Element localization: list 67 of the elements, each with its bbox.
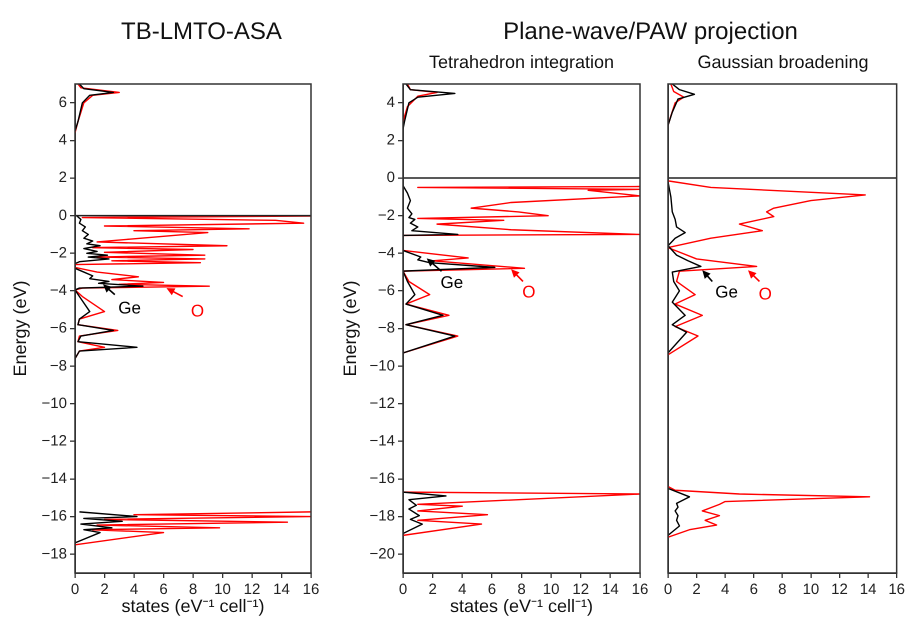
y-tick-label: −2: [378, 206, 395, 224]
x-tick-label: 12: [831, 581, 848, 598]
x-tick-label: 2: [428, 581, 437, 598]
y-tick-label: −8: [378, 320, 395, 337]
y-tick-label: −10: [42, 394, 67, 412]
y-tick-label: −4: [50, 282, 67, 300]
x-tick-label: 10: [214, 581, 231, 598]
y-tick-label: 6: [58, 94, 67, 111]
x-axis-title: states (eV⁻¹ cell⁻¹): [450, 596, 594, 616]
chart-title: TB-LMTO-ASA: [120, 18, 283, 46]
chart-subtitle: Gaussian broadening: [696, 52, 870, 73]
y-tick-label: 0: [386, 169, 395, 186]
legend-label: O: [190, 301, 204, 320]
y-tick-label: −18: [370, 508, 395, 525]
series-label: Ge: [440, 273, 464, 292]
x-tick-label: 10: [542, 581, 560, 598]
y-tick-label: −8: [50, 357, 67, 374]
legend-label: O: [522, 282, 536, 302]
legend-label: O: [758, 284, 772, 304]
y-tick-label: 2: [386, 132, 395, 149]
y-tick-label: −14: [42, 470, 67, 488]
y-tick-label: −18: [42, 545, 67, 562]
y-axis-title: Energy (eV): [10, 280, 30, 377]
y-tick-label: −20: [370, 545, 395, 562]
x-tick-label: 0: [398, 581, 408, 598]
chart-subtitle: Tetrahedron integration: [428, 52, 616, 73]
x-tick-label: 8: [188, 581, 198, 598]
x-tick-label: 10: [802, 581, 820, 598]
x-tick-label: 6: [488, 581, 496, 598]
x-tick-label: 6: [159, 581, 168, 598]
x-tick-label: 2: [692, 581, 701, 598]
x-tick-label: 14: [602, 581, 619, 598]
y-tick-label: −14: [370, 432, 395, 450]
x-tick-label: 12: [244, 581, 260, 598]
x-tick-label: 4: [458, 581, 466, 598]
y-tick-label: −6: [378, 282, 395, 300]
y-tick-label: −16: [42, 508, 67, 525]
y-tick-label: 2: [58, 169, 67, 186]
x-tick-label: 2: [100, 581, 109, 598]
y-tick-label: −12: [370, 394, 395, 412]
chart-title: Plane-wave/PAW projection: [502, 18, 799, 46]
y-tick-label: −10: [370, 357, 395, 374]
y-tick-label: 4: [58, 132, 67, 149]
y-tick-label: −2: [50, 244, 67, 262]
x-tick-label: 4: [130, 581, 138, 598]
legend-label: Ge: [118, 298, 141, 318]
x-tick-label: 16: [302, 581, 320, 598]
y-tick-label: −12: [42, 432, 67, 450]
x-tick-label: 0: [70, 581, 80, 598]
x-tick-label: 16: [888, 581, 905, 598]
y-axis-title: Energy (eV): [340, 280, 360, 377]
x-tick-label: 6: [750, 581, 758, 598]
x-tick-label: 8: [517, 581, 526, 598]
x-tick-label: 14: [273, 581, 290, 598]
x-tick-label: 12: [572, 581, 590, 598]
y-tick-label: −6: [50, 320, 67, 337]
x-tick-label: 14: [860, 581, 876, 598]
x-axis-title: states (eV⁻¹ cell⁻¹): [121, 596, 265, 616]
y-tick-label: −4: [378, 244, 395, 262]
legend-label: Ge: [715, 282, 738, 302]
y-tick-label: 4: [386, 94, 395, 111]
x-tick-label: 8: [778, 581, 786, 598]
x-tick-label: 4: [720, 581, 730, 598]
y-tick-label: −16: [370, 470, 395, 488]
x-tick-label: 16: [632, 581, 648, 598]
y-tick-label: 0: [58, 206, 67, 224]
x-tick-label: 0: [664, 581, 672, 598]
